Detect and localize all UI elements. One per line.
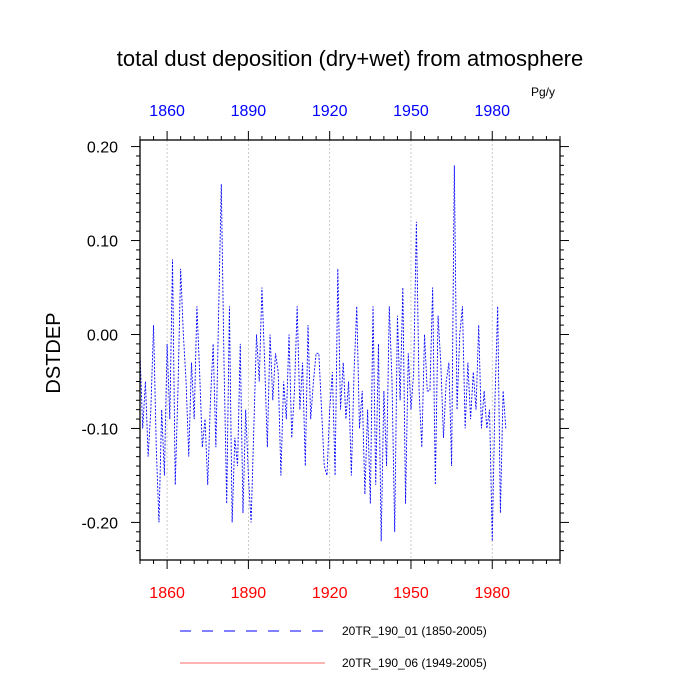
series-layer bbox=[139, 165, 507, 542]
top-x-tick-labels: 1860 1890 1920 1950 1980 bbox=[149, 103, 510, 120]
y-tick-label: -0.20 bbox=[82, 515, 119, 532]
legend-label-series-1: 20TR_190_01 (1850-2005) bbox=[342, 624, 487, 638]
y-tick-label: 0.10 bbox=[87, 234, 118, 251]
top-x-tick-label: 1890 bbox=[231, 103, 267, 120]
top-x-tick-label: 1980 bbox=[474, 103, 510, 120]
bottom-x-tick-label: 1860 bbox=[149, 585, 185, 602]
legend: 20TR_190_01 (1850-2005) 20TR_190_06 (194… bbox=[180, 624, 487, 670]
vertical-gridlines bbox=[166, 140, 493, 560]
bottom-x-tick-label: 1890 bbox=[231, 585, 267, 602]
axis-ticks bbox=[131, 131, 569, 569]
series-line-1 bbox=[139, 165, 507, 542]
units-label: Pg/y bbox=[531, 85, 555, 99]
y-tick-label: 0.00 bbox=[87, 327, 118, 344]
y-axis-label: DSTDEP bbox=[43, 312, 65, 393]
top-x-tick-label: 1860 bbox=[149, 103, 185, 120]
top-x-tick-label: 1920 bbox=[312, 103, 348, 120]
chart-title: total dust deposition (dry+wet) from atm… bbox=[117, 46, 584, 71]
legend-label-series-2: 20TR_190_06 (1949-2005) bbox=[342, 656, 487, 670]
y-tick-label: -0.10 bbox=[82, 421, 119, 438]
plot-frame bbox=[139, 139, 561, 561]
bottom-x-tick-label: 1920 bbox=[312, 585, 348, 602]
bottom-x-tick-label: 1950 bbox=[393, 585, 429, 602]
y-tick-label: 0.20 bbox=[87, 140, 118, 157]
bottom-x-tick-label: 1980 bbox=[474, 585, 510, 602]
top-x-tick-label: 1950 bbox=[393, 103, 429, 120]
y-tick-labels: 0.20 0.10 0.00 -0.10 -0.20 bbox=[82, 140, 119, 533]
bottom-x-tick-labels: 1860 1890 1920 1950 1980 bbox=[149, 585, 510, 602]
